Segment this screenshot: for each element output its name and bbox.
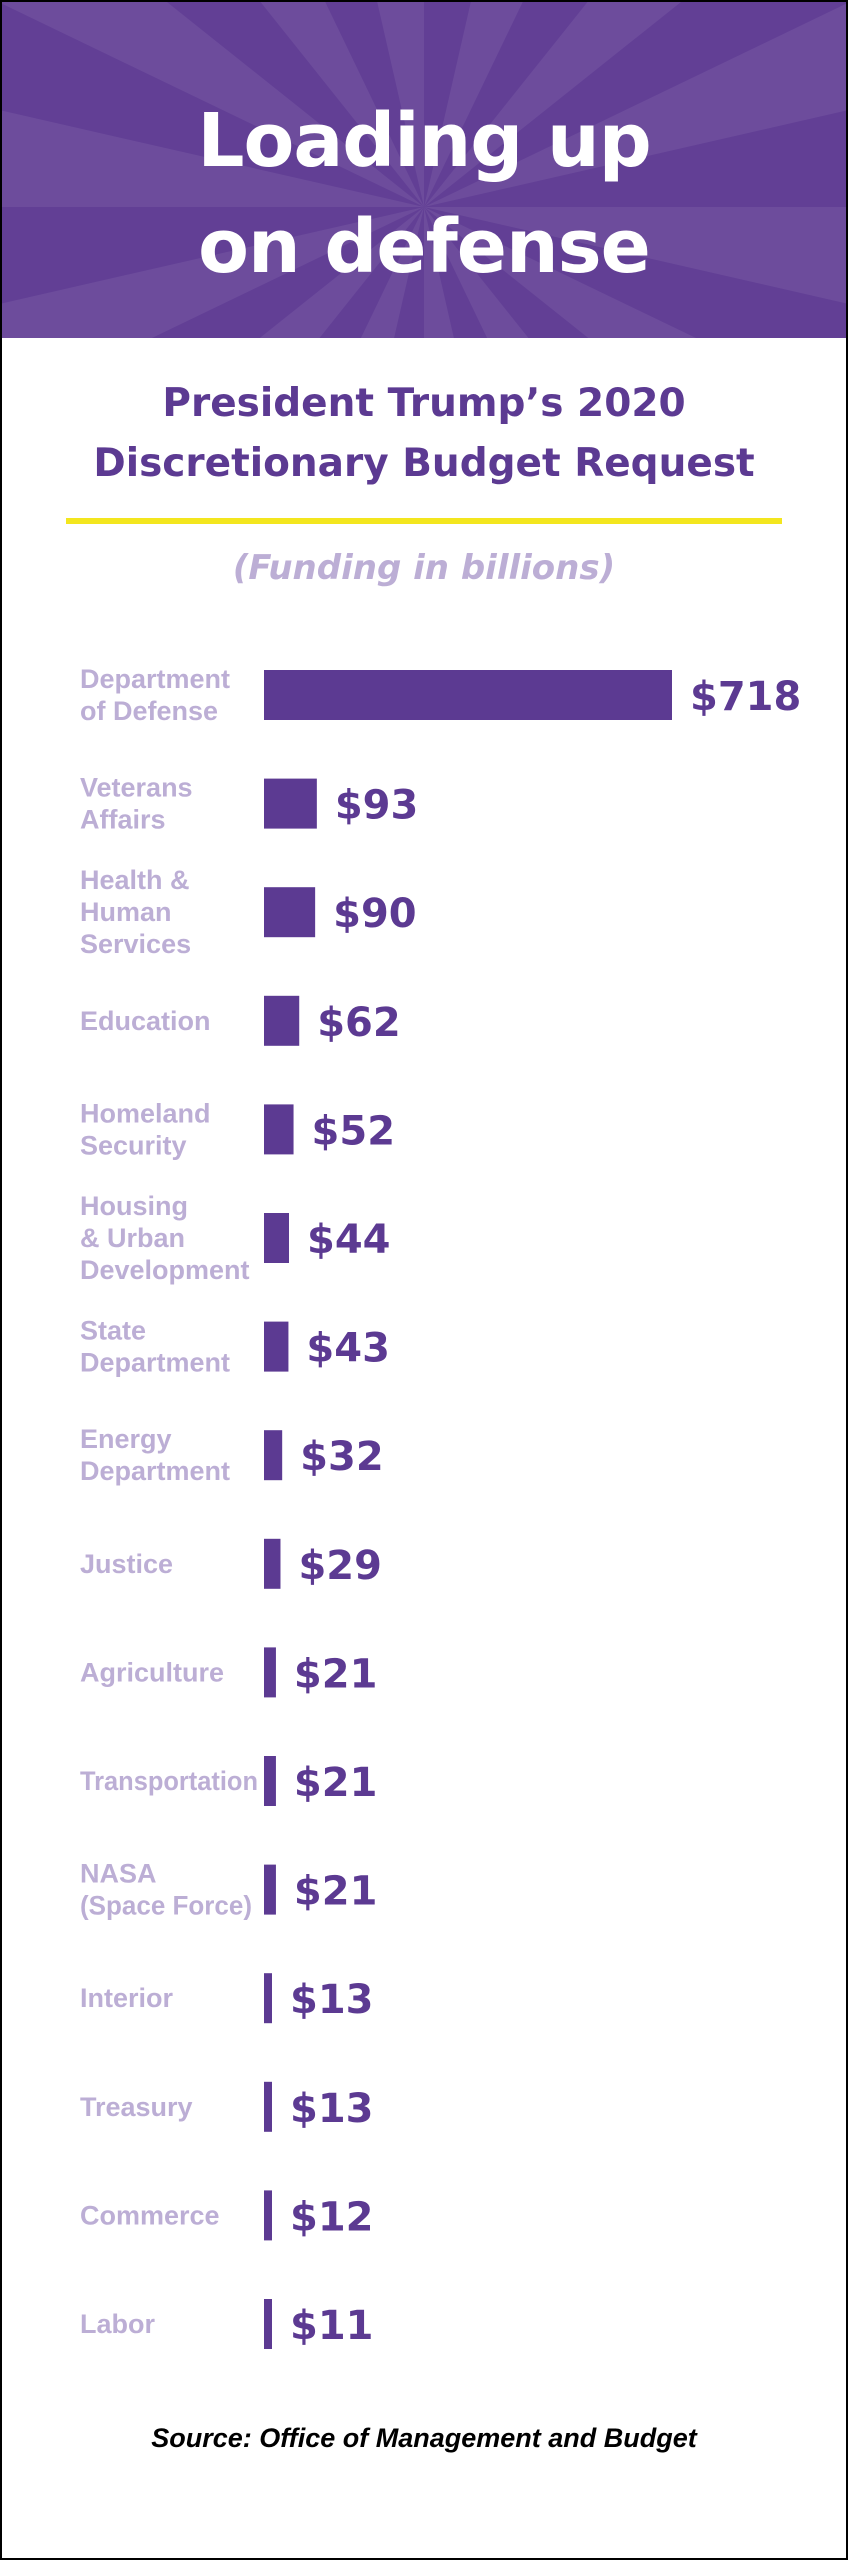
bar <box>264 1647 276 1698</box>
value-label: $718 <box>690 674 801 720</box>
banner-ray <box>377 2 424 207</box>
category-label: State Department <box>80 1316 230 1378</box>
category-label: Interior <box>80 1983 174 2013</box>
source-note: Source: Office of Management and Budget <box>151 2423 697 2453</box>
banner-ray <box>424 207 529 338</box>
category-label: Department of Defense <box>80 664 230 726</box>
value-label: $21 <box>294 1869 378 1915</box>
value-label: $12 <box>290 2194 374 2240</box>
category-label: Treasury <box>80 2092 193 2122</box>
category-label: Agriculture <box>80 1657 224 1687</box>
banner-ray <box>424 207 846 304</box>
category-label: Labor <box>80 2309 155 2339</box>
value-label: $62 <box>317 1000 401 1046</box>
bar <box>264 1864 276 1915</box>
bar <box>264 995 300 1046</box>
bar <box>264 2299 272 2349</box>
value-label: $44 <box>307 1217 391 1263</box>
category-label: Transportation <box>80 1766 258 1796</box>
banner-title-line2: on defense <box>198 204 651 290</box>
category-label: Housing & Urban Development <box>80 1191 250 1285</box>
chart-title-line2: Discretionary Budget Request <box>93 441 755 486</box>
yellow-divider <box>66 518 782 524</box>
banner-ray <box>424 207 454 338</box>
bar <box>264 1213 290 1263</box>
bar <box>264 1973 272 2024</box>
bar <box>264 887 316 938</box>
value-label: $11 <box>290 2303 374 2349</box>
bar <box>264 1538 281 1589</box>
bar <box>264 670 672 720</box>
value-label: $21 <box>294 1760 378 1806</box>
value-label: $52 <box>312 1108 396 1154</box>
banner-ray <box>2 207 424 338</box>
units-note: (Funding in billions) <box>232 548 616 588</box>
value-label: $43 <box>306 1326 390 1372</box>
banner-ray <box>424 207 697 338</box>
category-label: Veterans Affairs <box>80 773 193 835</box>
chart-title-line1: President Trump’s 2020 <box>162 381 686 426</box>
bar <box>264 2081 272 2132</box>
category-label: Commerce <box>80 2200 220 2230</box>
banner-ray <box>424 2 523 207</box>
category-label: Education <box>80 1006 211 1036</box>
category-label: Health & Human Services <box>80 865 191 959</box>
bar <box>264 1756 276 1806</box>
value-label: $13 <box>290 2086 374 2132</box>
banner-ray <box>2 110 424 207</box>
value-label: $90 <box>333 891 417 937</box>
header-banner: Loading up on defense <box>2 2 846 338</box>
banner-ray <box>259 207 424 338</box>
category-label: Energy Department <box>80 1424 230 1486</box>
banner-ray <box>260 2 424 207</box>
bar <box>264 1321 289 1372</box>
bar <box>264 1430 283 1481</box>
category-label: Homeland Security <box>80 1098 211 1160</box>
banner-title: Loading up on defense <box>2 88 846 300</box>
value-label: $32 <box>300 1434 384 1480</box>
bar <box>264 2190 272 2241</box>
bar <box>264 778 317 829</box>
banner-title-line1: Loading up <box>197 98 651 184</box>
chart-title: President Trump’s 2020 Discretionary Bud… <box>2 374 846 494</box>
value-label: $13 <box>290 1977 374 2023</box>
value-label: $93 <box>335 783 419 829</box>
value-label: $29 <box>298 1543 382 1589</box>
sunburst-rays <box>2 2 846 338</box>
banner-ray <box>2 2 424 207</box>
bar <box>264 1104 294 1155</box>
banner-ray <box>360 207 424 338</box>
value-label: $21 <box>294 1651 378 1697</box>
category-label: Justice <box>80 1549 173 1579</box>
category-label: NASA (Space Force) <box>80 1859 252 1921</box>
banner-ray <box>424 3 846 207</box>
banner-ray <box>424 2 682 207</box>
